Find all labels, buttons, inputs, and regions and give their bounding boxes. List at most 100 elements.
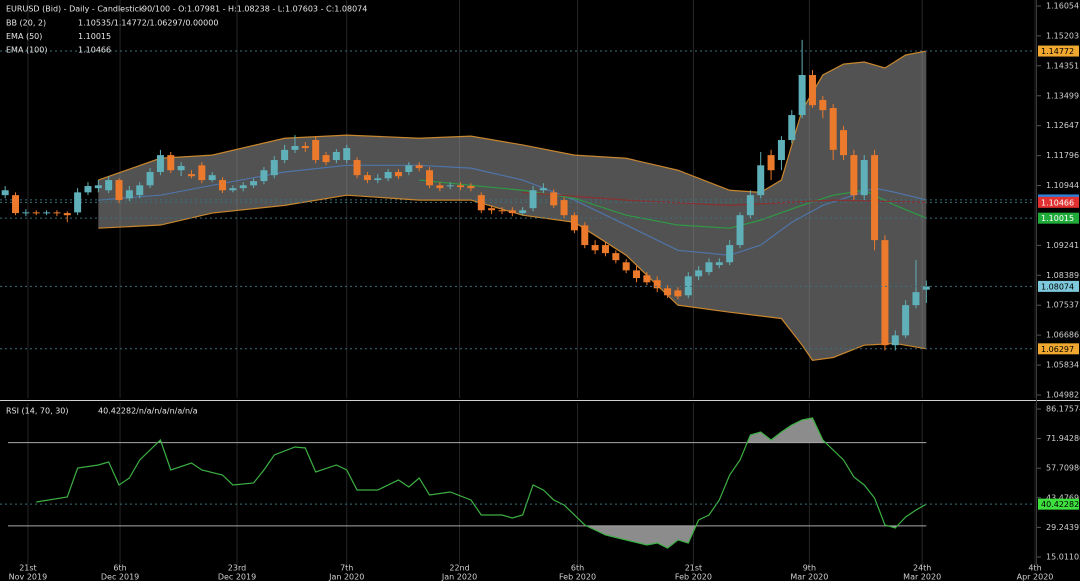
candle-body — [291, 145, 299, 150]
candle-body — [860, 160, 868, 196]
x-tick-period: Mar 2020 — [790, 573, 828, 581]
candle-body — [508, 210, 516, 214]
x-tick-label: 21st — [19, 564, 36, 573]
x-tick-label: 4th — [1028, 564, 1041, 573]
y-tick-label: 86.17574 — [1046, 404, 1080, 413]
candle-body — [808, 75, 816, 106]
x-tick-period: Jan 2020 — [328, 573, 364, 581]
y-tick-label: 57.70986 — [1046, 464, 1080, 473]
candle-body — [446, 185, 454, 187]
y-tick-label: 1.07537 — [1046, 301, 1079, 310]
candle-body — [871, 155, 879, 241]
candle-body — [22, 212, 30, 214]
candle-body — [405, 165, 413, 172]
x-tick-period: Feb 2020 — [559, 573, 596, 581]
candle-body — [612, 253, 620, 261]
candle-body — [187, 174, 195, 177]
price-marker — [1038, 212, 1079, 224]
candle-body — [415, 165, 423, 169]
level-fill — [36, 417, 927, 443]
candle-body — [384, 171, 392, 179]
candle-body — [312, 140, 320, 161]
candle-body — [684, 276, 692, 296]
y-tick-label: 71.94280 — [1046, 434, 1080, 443]
candle-body — [560, 200, 568, 216]
x-tick-label: 21st — [685, 564, 702, 573]
y-tick-label: 1.08389 — [1046, 271, 1079, 280]
candle-body — [902, 305, 910, 336]
x-tick-period: Nov 2019 — [9, 573, 48, 581]
candle-body — [539, 188, 547, 191]
candle-body — [726, 245, 734, 263]
x-tick-period: Dec 2019 — [101, 573, 139, 581]
candle-body — [757, 165, 765, 196]
candle-body — [488, 208, 496, 211]
x-tick-label: 9th — [803, 564, 816, 573]
y-tick-label: 15.01103 — [1046, 552, 1080, 561]
candle-body — [332, 151, 340, 161]
candle-body — [457, 185, 465, 188]
candle-body — [591, 245, 599, 251]
candle-body — [850, 155, 858, 196]
candle-body — [219, 180, 227, 191]
y-tick-label: 1.14351 — [1046, 61, 1079, 70]
chart-subtitle: 90/100 - O:1.07981 - H:1.08238 - L:1.076… — [142, 5, 367, 14]
candle-body — [426, 170, 434, 186]
price-marker — [1038, 45, 1079, 57]
chart-title: EURUSD (Bid) - Daily - Candlestick — [6, 5, 144, 14]
candle-body — [664, 288, 672, 296]
candle-body — [125, 190, 133, 199]
candle-body — [94, 185, 102, 189]
candle-body — [653, 280, 661, 289]
y-tick-label: 1.13499 — [1046, 91, 1079, 100]
price-marker — [1038, 196, 1079, 208]
candle-body — [498, 210, 506, 212]
candle-body — [736, 215, 744, 246]
candle-body — [881, 240, 889, 346]
x-tick-label: 6th — [571, 564, 584, 573]
chart-title: RSI (14, 70, 30) — [6, 407, 69, 416]
price-marker-label: 1.06297 — [1041, 345, 1074, 354]
indicator-name: EMA (100) — [6, 46, 47, 55]
y-tick-label: 43.47691 — [1046, 493, 1080, 502]
candle-body — [467, 186, 475, 189]
candle-body — [301, 145, 309, 149]
candle-body — [229, 188, 237, 191]
indicator-readout: 1.10466 — [78, 46, 111, 55]
candle-body — [343, 148, 351, 161]
candle-body — [601, 245, 609, 254]
candle-body — [394, 171, 402, 177]
candle-body — [477, 195, 485, 211]
price-marker-label: 1.14772 — [1041, 47, 1074, 56]
x-tick-label: 23rd — [228, 564, 246, 573]
x-tick-period: Mar 2020 — [903, 573, 941, 581]
candle-body — [43, 212, 51, 214]
candle-body — [798, 75, 806, 116]
y-tick-label: 1.09241 — [1046, 241, 1079, 250]
candle-body — [674, 290, 682, 297]
candle-body — [63, 213, 71, 216]
candle-body — [353, 160, 361, 176]
candle-body — [1, 190, 9, 196]
x-tick-label: 24th — [913, 564, 931, 573]
y-tick-label: 1.06686 — [1046, 331, 1079, 340]
candle-body — [198, 165, 206, 181]
y-tick-label: 1.16054 — [1046, 2, 1079, 11]
candle-body — [633, 270, 641, 279]
candle-body — [115, 180, 123, 201]
candle-body — [167, 155, 175, 171]
price-marker-label: 1.10015 — [1041, 214, 1074, 223]
y-tick-label: 1.04982 — [1046, 391, 1079, 400]
x-tick-period: Feb 2020 — [675, 573, 712, 581]
y-tick-label: 1.05834 — [1046, 361, 1079, 370]
candle-body — [12, 195, 20, 214]
candle-body — [777, 140, 785, 161]
candle-body — [156, 155, 164, 172]
price-marker — [1038, 498, 1079, 510]
x-tick-period: Jan 2020 — [441, 573, 477, 581]
candle-body — [519, 210, 527, 214]
candle-body — [570, 215, 578, 231]
candle-body — [53, 212, 61, 214]
